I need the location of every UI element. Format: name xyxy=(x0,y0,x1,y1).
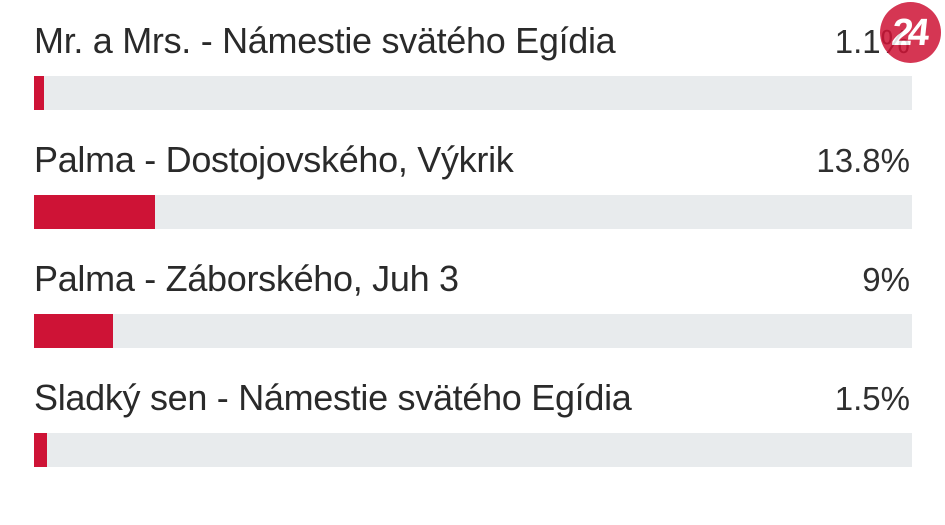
poll-bar-track xyxy=(34,433,912,467)
poll-bar-track xyxy=(34,76,912,110)
poll-bar-track xyxy=(34,195,912,229)
poll-bar-track xyxy=(34,314,912,348)
site-24-logo: 24 xyxy=(880,2,941,63)
poll-option-label: Sladký sen - Námestie svätého Egídia xyxy=(34,377,632,418)
site-24-logo-text: 24 xyxy=(890,11,927,54)
poll-results-chart: Mr. a Mrs. - Námestie svätého Egídia 1.1… xyxy=(34,18,912,494)
poll-bar-fill xyxy=(34,433,48,467)
poll-option-row: Sladký sen - Námestie svätého Egídia 1.5… xyxy=(34,375,912,467)
poll-bar-fill xyxy=(34,76,44,110)
poll-option-percentage: 1.5% xyxy=(834,380,910,417)
poll-option-percentage: 13.8% xyxy=(816,142,910,179)
poll-option-row: Palma - Záborského, Juh 3 9% xyxy=(34,256,912,348)
poll-option-label: Palma - Dostojovského, Výkrik xyxy=(34,139,514,180)
poll-option-label: Palma - Záborského, Juh 3 xyxy=(34,258,459,299)
poll-option-row: Mr. a Mrs. - Námestie svätého Egídia 1.1… xyxy=(34,18,912,110)
poll-option-label: Mr. a Mrs. - Námestie svätého Egídia xyxy=(34,20,616,61)
poll-option-row: Palma - Dostojovského, Výkrik 13.8% xyxy=(34,137,912,229)
poll-bar-fill xyxy=(34,195,156,229)
poll-bar-fill xyxy=(34,314,114,348)
poll-option-percentage: 9% xyxy=(862,261,910,298)
